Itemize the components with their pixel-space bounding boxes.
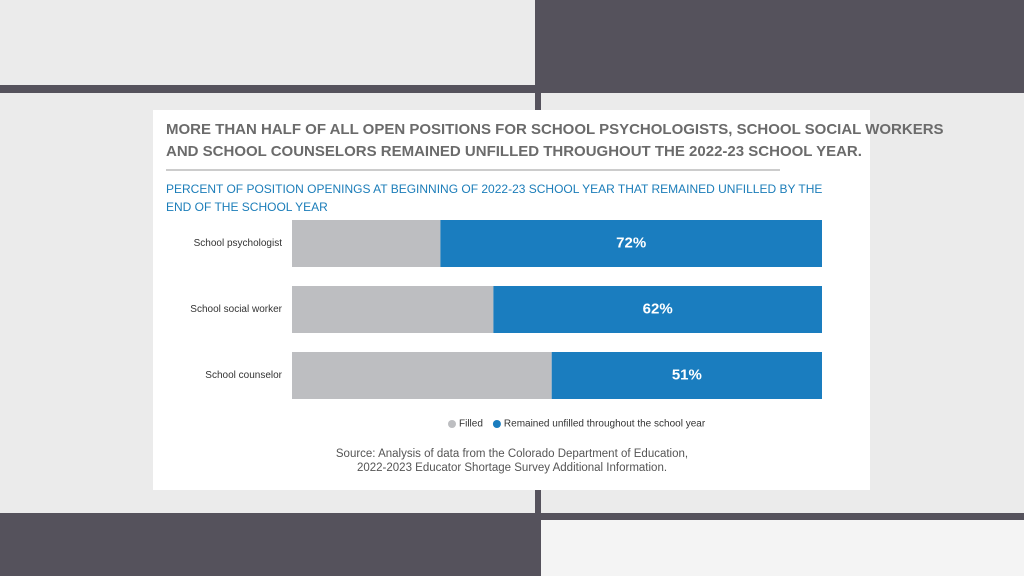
value-label: 72% bbox=[616, 234, 646, 251]
bar-segment bbox=[551, 352, 822, 399]
chart-subtitle: PERCENT OF POSITION OPENINGS AT BEGINNIN… bbox=[166, 182, 822, 196]
bar-segment bbox=[440, 220, 822, 267]
chart-title: MORE THAN HALF OF ALL OPEN POSITIONS FOR… bbox=[166, 121, 944, 138]
bar-segment bbox=[292, 286, 494, 333]
category-label: School social worker bbox=[190, 304, 282, 315]
category-label: School psychologist bbox=[194, 238, 283, 249]
value-label: 62% bbox=[643, 300, 673, 317]
bar-segment bbox=[292, 220, 441, 267]
source: 2022-2023 Educator Shortage Survey Addit… bbox=[357, 462, 667, 474]
chart-subtitle: END OF THE SCHOOL YEAR bbox=[166, 200, 328, 214]
value-label: 51% bbox=[672, 366, 702, 383]
bar-segment bbox=[292, 352, 552, 399]
panel bbox=[541, 520, 1024, 576]
category-label: School counselor bbox=[205, 370, 282, 381]
chart-title: AND SCHOOL COUNSELORS REMAINED UNFILLED … bbox=[166, 143, 862, 160]
source: Source: Analysis of data from the Colora… bbox=[336, 448, 688, 460]
legend-marker bbox=[448, 420, 456, 428]
panel bbox=[0, 0, 535, 85]
bar-segment bbox=[493, 286, 822, 333]
legend-marker bbox=[492, 420, 501, 428]
legend-label: Filled bbox=[459, 419, 483, 430]
legend-label: Remained unfilled throughout the school … bbox=[504, 419, 706, 430]
